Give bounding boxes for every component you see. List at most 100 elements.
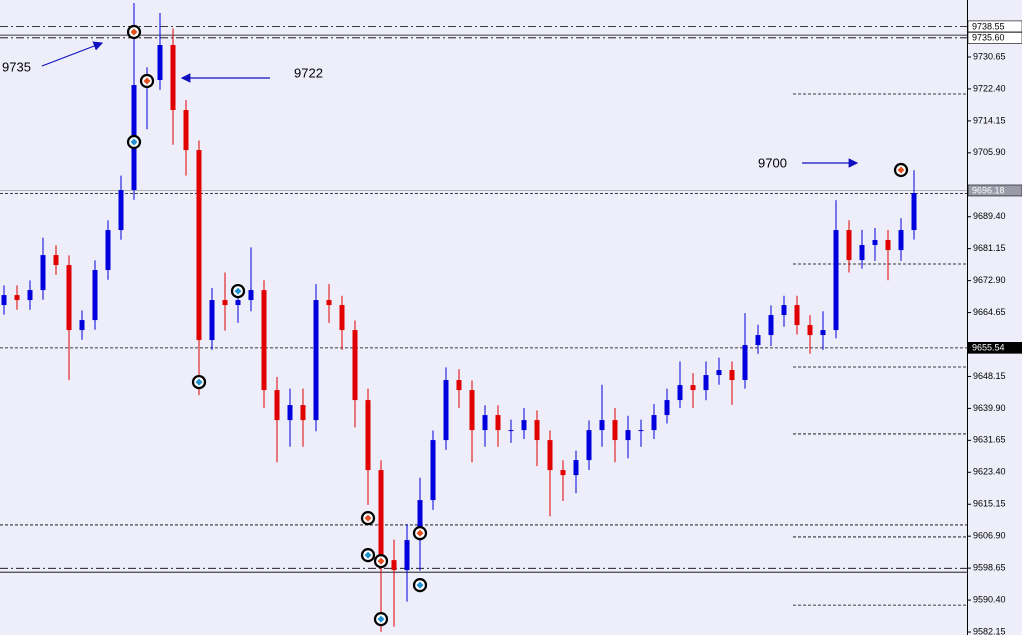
candle-body <box>859 245 865 261</box>
candle-body <box>79 320 85 331</box>
y-tick-label: 9722.40 <box>973 83 1006 93</box>
candle-body <box>508 430 514 432</box>
candle-body <box>287 405 293 421</box>
candle-body <box>898 230 904 251</box>
candle-body <box>560 470 566 476</box>
candle-body <box>339 305 345 331</box>
candle-body <box>222 300 228 306</box>
y-tick-label: 9689.40 <box>973 211 1006 221</box>
price-label: 9696.18 <box>972 185 1005 195</box>
candle-body <box>807 325 813 336</box>
candle-body <box>300 405 306 421</box>
candle-body <box>612 420 618 441</box>
candle-body <box>911 193 917 231</box>
price-label: 9655.54 <box>972 343 1005 353</box>
price-label-box <box>967 342 1022 354</box>
signal-diamond <box>234 287 242 295</box>
signal-diamond <box>130 138 138 146</box>
y-tick-label: 9615.15 <box>973 499 1006 509</box>
candle-body <box>846 230 852 261</box>
signal-diamond <box>195 378 203 386</box>
price-label: 9738.55 <box>972 21 1005 31</box>
signal-diamond <box>416 529 424 537</box>
candle-body <box>248 290 254 301</box>
y-tick-label: 9664.65 <box>973 307 1006 317</box>
price-label-box <box>967 32 1022 44</box>
candle-body <box>664 400 670 416</box>
candle-body <box>495 415 501 431</box>
candle-body <box>209 300 215 341</box>
annotation: 9722 <box>294 65 323 80</box>
candle-body <box>1 295 7 306</box>
annotation: 9700 <box>758 155 787 170</box>
y-tick-label: 9681.15 <box>973 243 1006 253</box>
y-tick-label: 9648.15 <box>973 371 1006 381</box>
candle-body <box>586 430 592 461</box>
signal-diamond <box>364 551 372 559</box>
candle-body <box>443 380 449 441</box>
candle-body <box>417 500 423 541</box>
y-tick-label: 9639.90 <box>973 403 1006 413</box>
candle-body <box>27 290 33 301</box>
candle-body <box>404 540 410 571</box>
y-tick-label: 9672.90 <box>973 275 1006 285</box>
y-tick-label: 9606.90 <box>973 531 1006 541</box>
candle-body <box>781 305 787 316</box>
candle-body <box>729 370 735 381</box>
candle-body <box>170 44 176 111</box>
candle-body <box>313 300 319 421</box>
y-tick-label: 9590.40 <box>973 594 1006 604</box>
candle-body <box>14 295 20 301</box>
candle-body <box>157 44 163 80</box>
y-tick-label: 9705.90 <box>973 147 1006 157</box>
y-tick-label: 9714.15 <box>973 115 1006 125</box>
candle-body <box>66 265 72 331</box>
candle-body <box>430 440 436 501</box>
candle-body <box>872 240 878 246</box>
candle-body <box>378 470 384 561</box>
signal-diamond <box>377 557 385 565</box>
candle-body <box>352 330 358 401</box>
candle-body <box>794 305 800 326</box>
candle-body <box>677 385 683 401</box>
candle-body <box>625 430 631 441</box>
signal-diamond <box>377 615 385 623</box>
candle-body <box>196 150 202 341</box>
candle-body <box>365 400 371 471</box>
candle-body <box>482 415 488 431</box>
candle-body <box>690 385 696 391</box>
candle-body <box>40 255 46 291</box>
candle-body <box>768 315 774 336</box>
candle-body <box>638 430 644 432</box>
candle-body <box>274 390 280 421</box>
annotation: 9735 <box>2 59 31 74</box>
candle-body <box>521 420 527 431</box>
candle-body <box>118 190 124 231</box>
signal-diamond <box>143 77 151 85</box>
candle-body <box>183 110 189 151</box>
candle-body <box>820 330 826 336</box>
candle-body <box>391 560 397 571</box>
candle-body <box>105 230 111 271</box>
candle-body <box>456 380 462 391</box>
candle-body <box>534 420 540 441</box>
candle-body <box>92 270 98 321</box>
price-label-box <box>967 184 1022 197</box>
candle-body <box>716 370 722 376</box>
price-label-box <box>967 20 1022 33</box>
y-tick-label: 9730.65 <box>973 51 1006 61</box>
candle-body <box>261 290 267 391</box>
y-tick-label: 9598.65 <box>973 563 1006 573</box>
candle-body <box>755 335 761 346</box>
y-tick-label: 9631.65 <box>973 435 1006 445</box>
candle-body <box>235 300 241 306</box>
annotation-arrow <box>41 41 104 67</box>
price-label: 9735.60 <box>972 33 1005 43</box>
candle-body <box>53 255 59 266</box>
candle-body <box>742 345 748 381</box>
y-tick-label: 9582.15 <box>973 626 1006 635</box>
candle-body <box>651 415 657 431</box>
